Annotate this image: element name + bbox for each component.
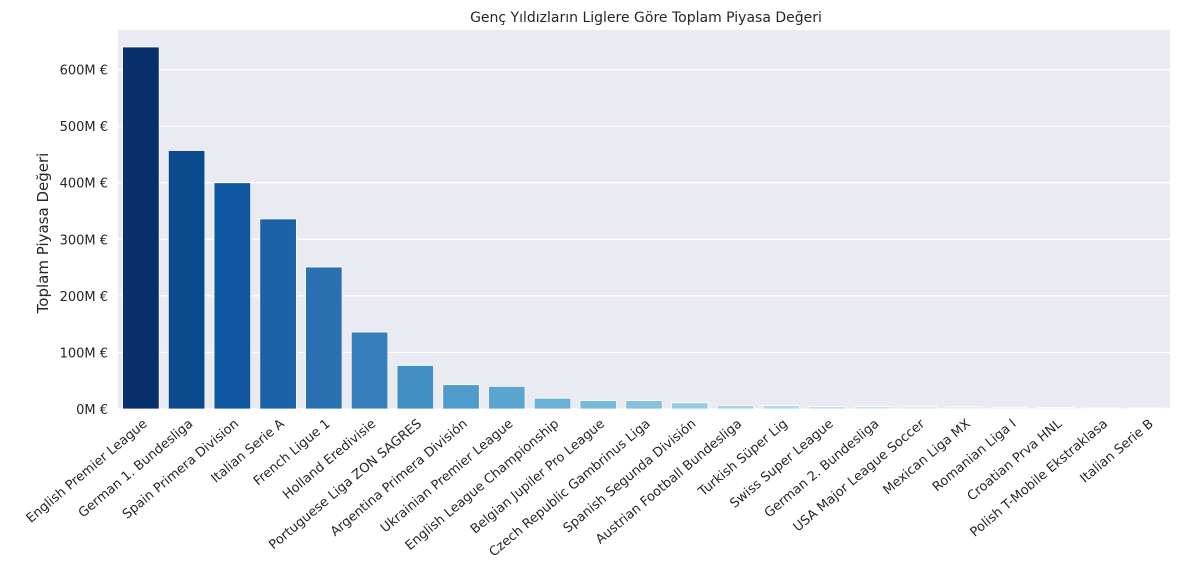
bar <box>854 406 892 410</box>
bar <box>945 406 983 410</box>
bar <box>259 218 297 410</box>
bar <box>1082 407 1121 410</box>
bar <box>1128 407 1166 410</box>
bar <box>167 150 206 410</box>
bar <box>671 402 709 410</box>
y-axis-label: Toplam Piyasa Değeri <box>34 153 52 315</box>
bar <box>350 331 389 410</box>
bar <box>899 406 938 410</box>
y-tick-label: 0M € <box>76 403 108 418</box>
bar <box>1036 407 1075 410</box>
bars <box>122 46 1166 410</box>
bar <box>716 405 755 410</box>
y-tick-label: 300M € <box>60 233 108 248</box>
bar <box>762 405 800 410</box>
chart-title: Genç Yıldızların Liglere Göre Toplam Piy… <box>470 10 822 26</box>
bar <box>122 46 160 410</box>
bar <box>625 400 663 410</box>
y-tick-label: 400M € <box>60 177 108 192</box>
y-tick-label: 200M € <box>60 290 108 305</box>
bar <box>488 385 526 410</box>
x-tick-label: French Ligue 1 <box>251 417 333 490</box>
bar <box>579 400 617 410</box>
bar <box>991 406 1029 410</box>
bar <box>305 266 343 410</box>
y-tick-labels: 0M € 100M € 200M € 300M € 400M € 500M € 600M € <box>60 64 108 418</box>
bar <box>213 182 252 410</box>
bar <box>808 406 846 410</box>
bar <box>533 397 572 410</box>
bar <box>396 365 435 410</box>
y-tick-label: 100M € <box>60 346 108 361</box>
y-tick-label: 500M € <box>60 120 108 135</box>
y-tick-label: 600M € <box>60 64 108 79</box>
bar <box>442 384 480 410</box>
